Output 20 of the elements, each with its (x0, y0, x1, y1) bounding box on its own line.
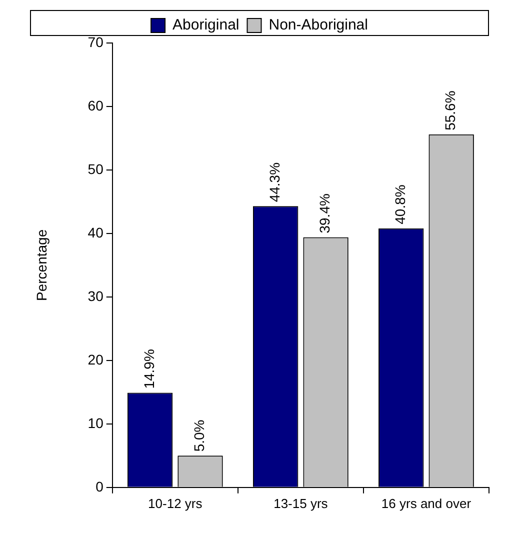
y-tick-label: 50 (88, 160, 104, 177)
data-label: 39.4% (316, 194, 333, 234)
y-tick-label: 30 (88, 288, 104, 304)
data-label: 5.0% (191, 420, 208, 452)
y-tick-label: 20 (88, 351, 104, 368)
y-axis-title: Percentage (33, 229, 50, 302)
data-label: 40.8% (392, 184, 408, 224)
y-tick-label: 40 (88, 224, 104, 240)
x-tick-label: 10-12 yrs (148, 496, 203, 511)
y-tick-label: 60 (88, 97, 104, 114)
data-label: 14.9% (140, 349, 157, 389)
legend-label: Aboriginal (172, 16, 240, 34)
x-tick-label: 13-15 yrs (274, 496, 328, 511)
y-tick-label: 0 (96, 478, 104, 494)
y-tick-label: 10 (88, 414, 104, 431)
y-tick-label: 70 (88, 34, 104, 50)
data-label: 44.3% (266, 162, 282, 202)
data-label: 55.6% (442, 90, 458, 130)
x-tick-label: 16 yrs and over (381, 496, 472, 511)
legend-label: Non-Aboriginal (268, 16, 368, 34)
